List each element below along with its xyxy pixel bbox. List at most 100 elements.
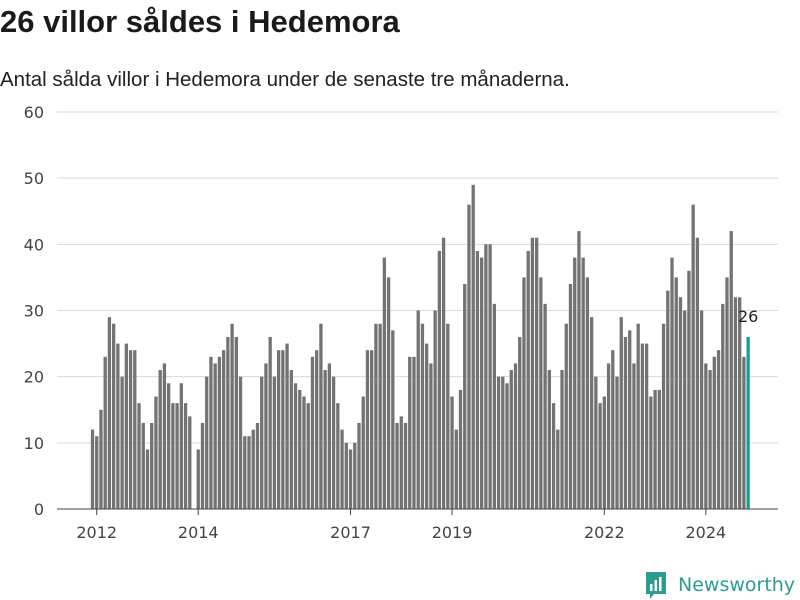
- bar: [226, 336, 230, 509]
- y-tick-label: 60: [24, 103, 44, 122]
- bar: [260, 376, 264, 509]
- bar: [619, 317, 623, 509]
- bar: [492, 303, 496, 509]
- bar: [251, 429, 255, 509]
- bar: [217, 356, 222, 509]
- bar: [450, 396, 454, 509]
- y-tick-label: 50: [24, 169, 44, 188]
- bar: [458, 389, 463, 509]
- y-tick-label: 10: [24, 434, 44, 453]
- bar: [116, 343, 120, 509]
- bar: [598, 403, 602, 509]
- bar: [340, 429, 344, 509]
- bar: [403, 422, 408, 509]
- bar: [480, 257, 484, 509]
- bar: [628, 330, 632, 509]
- y-tick-label: 0: [34, 500, 44, 519]
- bar: [488, 244, 492, 509]
- bar: [733, 297, 738, 509]
- bar: [433, 310, 437, 509]
- bar: [365, 350, 370, 509]
- x-tick-label: 2022: [584, 523, 625, 540]
- bar: [276, 350, 281, 509]
- y-tick-label: 40: [24, 235, 44, 254]
- bar: [268, 336, 272, 509]
- bar: [166, 383, 171, 509]
- bar: [382, 257, 387, 509]
- bar: [526, 250, 530, 509]
- bar: [408, 356, 412, 509]
- bar: [179, 383, 183, 509]
- bar: [196, 449, 200, 509]
- bar: [695, 237, 700, 509]
- bar: [302, 396, 306, 509]
- bar: [99, 409, 103, 509]
- bar: [145, 449, 150, 509]
- bar: [678, 297, 683, 509]
- y-axis-ticks: 0 10 20 30 40 50 60: [24, 103, 44, 519]
- bar: [200, 422, 205, 509]
- bar: [188, 416, 192, 509]
- bar: [441, 237, 446, 509]
- bar: [230, 323, 234, 509]
- bar: [518, 336, 522, 509]
- x-tick-label: 2012: [76, 523, 117, 540]
- bar: [370, 350, 374, 509]
- bar: [128, 350, 133, 509]
- brand[interactable]: Newsworthy: [644, 570, 795, 600]
- bar: [395, 422, 399, 509]
- bar: [568, 284, 573, 509]
- bar: [90, 429, 95, 509]
- bar: [585, 277, 590, 509]
- bar: [547, 370, 551, 509]
- bar: [243, 436, 247, 509]
- bar: [310, 356, 315, 509]
- bar: [425, 343, 429, 509]
- bar: [463, 284, 467, 509]
- bar: [183, 403, 188, 509]
- bar: [209, 356, 213, 509]
- x-tick-label: 2019: [432, 523, 473, 540]
- bar: [293, 383, 298, 509]
- bar: [725, 277, 729, 509]
- bar: [272, 376, 277, 509]
- bar: [107, 317, 112, 509]
- bar: [475, 250, 480, 509]
- bar: [281, 350, 285, 509]
- bar: [315, 350, 319, 509]
- bar: [738, 297, 742, 509]
- bar: [420, 323, 425, 509]
- bar: [644, 343, 649, 509]
- bar: [344, 442, 348, 509]
- bar: [374, 323, 378, 509]
- bars: [90, 184, 750, 509]
- bar: [556, 429, 560, 509]
- bar: [298, 389, 302, 509]
- bar: [133, 350, 137, 509]
- bar: [391, 330, 395, 509]
- bar: [530, 237, 535, 509]
- bar: [636, 323, 640, 509]
- bar: [721, 303, 725, 509]
- bar: [171, 403, 175, 509]
- x-tick-label: 2024: [685, 523, 726, 540]
- bar: [467, 204, 471, 509]
- bar: [471, 184, 475, 509]
- bar: [255, 422, 260, 509]
- bar: [154, 396, 158, 509]
- bar: [594, 376, 598, 509]
- bar: [611, 350, 615, 509]
- bar: [501, 376, 505, 509]
- bar: [670, 257, 674, 509]
- bar: [712, 356, 716, 509]
- bar: [238, 376, 243, 509]
- bar: [674, 277, 678, 509]
- chart-title: 26 villor såldes i Hedemora: [0, 4, 400, 39]
- bar: [348, 449, 353, 509]
- bar: [331, 376, 336, 509]
- bar: [150, 422, 154, 509]
- bar: [742, 356, 746, 509]
- last-value-label: 26: [738, 307, 758, 326]
- bar: [162, 363, 167, 509]
- bar: [336, 403, 340, 509]
